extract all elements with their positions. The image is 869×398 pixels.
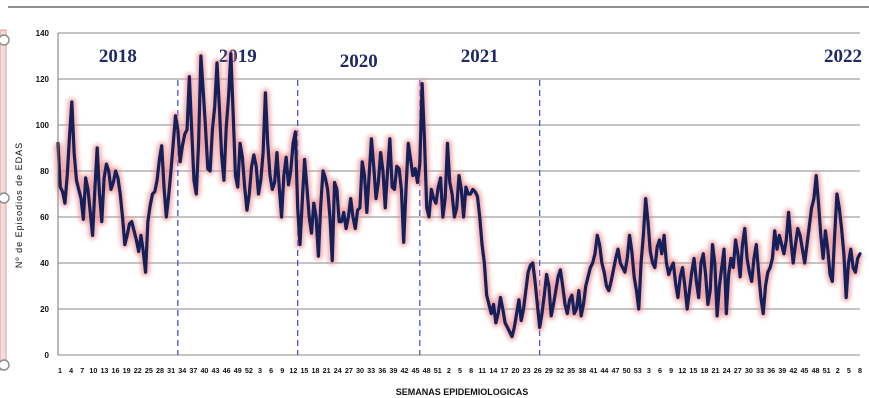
x-tick-label: 15	[300, 366, 308, 375]
x-tick-label: 18	[700, 366, 708, 375]
x-tick-label: 38	[578, 366, 586, 375]
x-tick-label: 11	[478, 366, 486, 375]
x-tick-label: 17	[500, 366, 508, 375]
x-tick-label: 42	[789, 366, 797, 375]
x-tick-label: 3	[258, 366, 262, 375]
series-layer	[54, 49, 864, 341]
year-label-backdrop	[330, 47, 387, 73]
year-label-2021: 2021	[461, 46, 499, 67]
x-tick-label: 30	[356, 366, 364, 375]
y-axis-ticks: 0 20 40 60 80 100 120 140	[36, 29, 50, 360]
year-label-2022: 2022	[824, 46, 862, 67]
decoration-circle-middle	[0, 192, 10, 204]
x-tick-label: 27	[345, 366, 353, 375]
x-tick-label: 12	[289, 366, 297, 375]
x-tick-label: 14	[489, 366, 497, 375]
x-tick-label: 9	[669, 366, 673, 375]
x-tick-label: 32	[556, 366, 564, 375]
y-tick-label: 40	[40, 259, 49, 268]
x-tick-label: 21	[712, 366, 720, 375]
x-tick-label: 36	[767, 366, 775, 375]
x-tick-label: 7	[80, 366, 84, 375]
x-tick-label: 50	[623, 366, 631, 375]
x-tick-label: 24	[723, 366, 731, 375]
y-tick-label: 120	[36, 75, 50, 84]
x-tick-label: 5	[458, 366, 462, 375]
x-tick-label: 26	[534, 366, 542, 375]
x-tick-label: 47	[612, 366, 620, 375]
x-tick-label: 37	[189, 366, 197, 375]
x-tick-label: 51	[434, 366, 442, 375]
x-tick-label: 22	[134, 366, 142, 375]
x-tick-label: 33	[367, 366, 375, 375]
y-tick-label: 100	[36, 121, 50, 130]
x-tick-label: 5	[847, 366, 851, 375]
x-tick-label: 25	[145, 366, 153, 375]
x-tick-label: 30	[745, 366, 753, 375]
x-tick-label: 21	[323, 366, 331, 375]
x-axis-label: SEMANAS EPIDEMIOLOGICAS	[396, 387, 529, 397]
y-tick-label: 60	[40, 213, 49, 222]
x-tick-label: 43	[212, 366, 220, 375]
x-tick-label: 2	[836, 366, 840, 375]
x-tick-label: 24	[334, 366, 342, 375]
x-tick-label: 23	[523, 366, 531, 375]
x-tick-label: 40	[200, 366, 208, 375]
x-tick-label: 13	[100, 366, 108, 375]
x-tick-label: 29	[545, 366, 553, 375]
x-tick-label: 16	[112, 366, 120, 375]
x-tick-label: 42	[400, 366, 408, 375]
x-tick-label: 18	[312, 366, 320, 375]
x-tick-label: 44	[600, 366, 608, 375]
x-tick-label: 35	[567, 366, 575, 375]
x-tick-label: 33	[756, 366, 764, 375]
x-tick-label: 12	[678, 366, 686, 375]
decoration-circle-bottom	[0, 359, 10, 371]
x-tick-label: 34	[178, 366, 186, 375]
x-tick-label: 48	[812, 366, 820, 375]
x-tick-label: 52	[245, 366, 253, 375]
x-tick-label: 20	[512, 366, 520, 375]
x-tick-label: 6	[269, 366, 273, 375]
x-tick-label: 51	[823, 366, 831, 375]
decoration-circle-top	[0, 34, 10, 46]
x-tick-label: 10	[89, 366, 97, 375]
y-axis-label: Nº de Episodios de EDAS	[14, 142, 24, 268]
x-tick-label: 31	[167, 366, 175, 375]
x-tick-label: 19	[123, 366, 131, 375]
y-tick-label: 20	[40, 305, 49, 314]
year-label-2020: 2020	[340, 51, 378, 72]
x-tick-label: 41	[589, 366, 597, 375]
x-tick-label: 49	[234, 366, 242, 375]
series-line	[56, 52, 862, 339]
x-tick-label: 2	[447, 366, 451, 375]
x-tick-label: 6	[658, 366, 662, 375]
x-tick-label: 8	[469, 366, 473, 375]
x-tick-label: 45	[412, 366, 420, 375]
x-tick-label: 4	[69, 366, 73, 375]
x-tick-label: 36	[378, 366, 386, 375]
x-axis-ticks: 1 4 7 10 13 16 19 22 25 28 31 34 37 40 43 46 49 52 3 6 9 12 15…	[58, 366, 862, 375]
year-label-2019: 2019	[219, 46, 257, 67]
x-tick-label: 39	[778, 366, 786, 375]
x-tick-label: 39	[389, 366, 397, 375]
x-tick-label: 48	[423, 366, 431, 375]
x-tick-label: 46	[223, 366, 231, 375]
y-tick-label: 140	[36, 29, 50, 38]
x-tick-label: 9	[280, 366, 284, 375]
x-tick-label: 15	[689, 366, 697, 375]
x-tick-label: 28	[156, 366, 164, 375]
x-tick-label: 45	[800, 366, 808, 375]
x-tick-label: 1	[58, 366, 62, 375]
y-tick-label: 0	[45, 351, 50, 360]
x-tick-label: 8	[858, 366, 862, 375]
x-tick-label: 3	[647, 366, 651, 375]
year-label-2018: 2018	[99, 46, 137, 67]
y-tick-label: 80	[40, 167, 49, 176]
x-tick-label: 53	[634, 366, 642, 375]
x-tick-label: 27	[734, 366, 742, 375]
